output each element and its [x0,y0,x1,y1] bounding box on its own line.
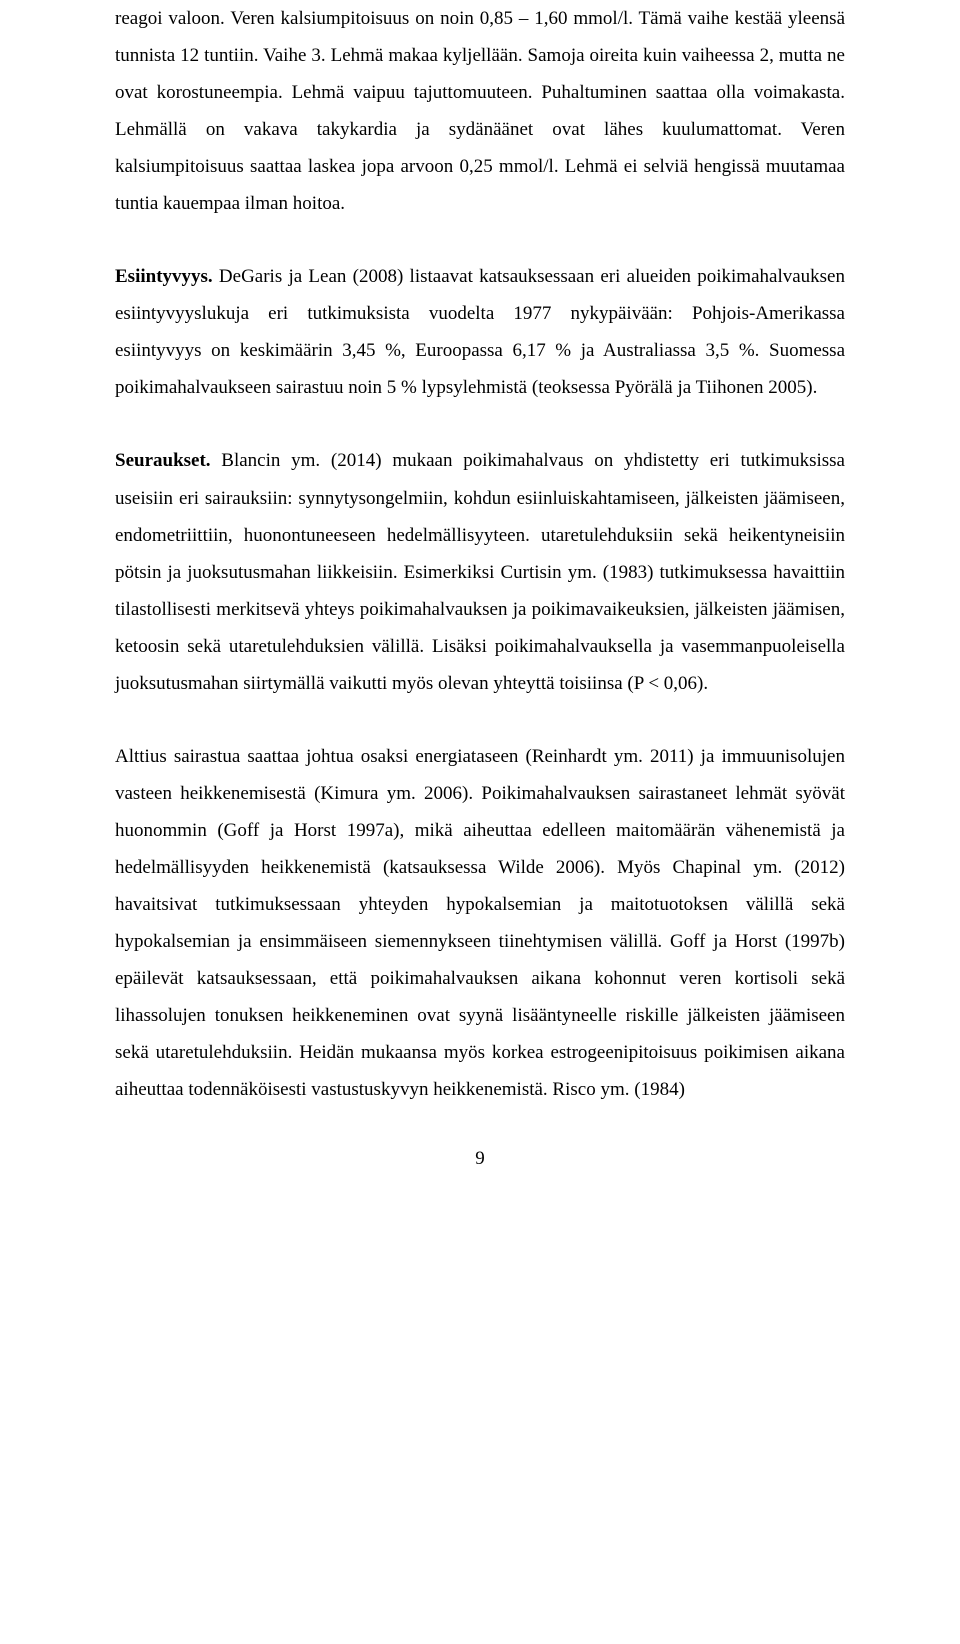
paragraph-2-rest: DeGaris ja Lean (2008) listaavat katsauk… [115,266,845,398]
paragraph-1-text: reagoi valoon. Veren kalsiumpitoisuus on… [115,8,845,214]
paragraph-3-lead: Seuraukset. [115,450,211,471]
paragraph-2: Esiintyvyys. DeGaris ja Lean (2008) list… [115,258,845,406]
paragraph-3: Seuraukset. Blancin ym. (2014) mukaan po… [115,442,845,701]
paragraph-4-text: Alttius sairastua saattaa johtua osaksi … [115,746,845,1100]
paragraph-1: reagoi valoon. Veren kalsiumpitoisuus on… [115,0,845,222]
page-number: 9 [115,1148,845,1200]
paragraph-3-rest: Blancin ym. (2014) mukaan poikimahalvaus… [115,450,845,693]
paragraph-2-lead: Esiintyvyys. [115,266,213,287]
paragraph-4: Alttius sairastua saattaa johtua osaksi … [115,738,845,1108]
document-page: reagoi valoon. Veren kalsiumpitoisuus on… [0,0,960,1644]
